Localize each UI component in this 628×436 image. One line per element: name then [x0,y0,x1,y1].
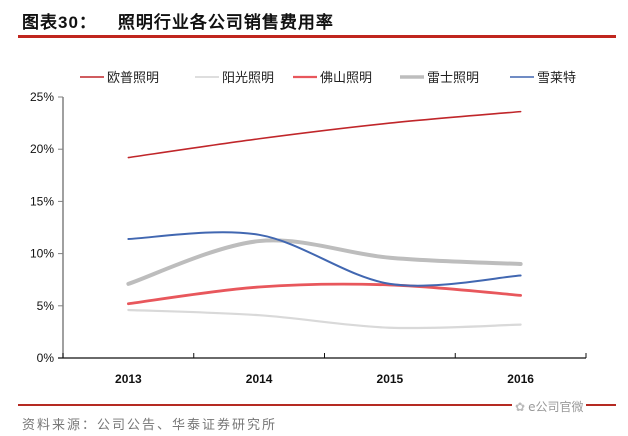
series-line-0 [127,110,522,159]
legend-label: 阳光照明 [222,71,274,86]
series-group [126,110,523,330]
series-line-4 [127,231,522,287]
legend-item: 佛山照明 [293,71,372,86]
legend-item: 阳光照明 [195,71,274,86]
chart-title: 照明行业各公司销售费用率 [117,13,334,33]
wechat-icon: ✿ [515,400,526,414]
watermark-text: e公司官微 [528,400,584,414]
figure-label: 图表30： [22,13,97,32]
series-line-2 [126,282,523,306]
source-note: 资料来源：公司公告、华泰证券研究所 [22,418,278,433]
x-tick-label: 2015 [377,372,404,386]
series-line-3 [126,238,523,286]
header-divider [18,35,616,38]
figure-title: 图表30： 照明行业各公司销售费用率 [22,8,334,33]
axes: 0% 5% 10% 15% 20% 25% 2013 2014 2015 2016 [30,90,587,386]
y-tick-label: 5% [37,299,55,313]
legend-label: 雷士照明 [427,71,479,86]
y-tick-label: 15% [30,194,54,208]
legend-label: 欧普照明 [107,71,159,86]
legend-item: 雪莱特 [510,71,576,86]
footer-divider [18,404,616,406]
y-tick-label: 20% [30,142,54,156]
legend: 欧普照明 阳光照明 佛山照明 雷士照明 雪莱特 [80,71,576,86]
legend-label: 雪莱特 [537,71,576,86]
y-tick-label: 10% [30,247,54,261]
y-tick-label: 25% [30,90,54,104]
legend-item: 欧普照明 [80,71,159,86]
y-tick-label: 0% [37,351,55,365]
x-tick-label: 2014 [246,372,273,386]
legend-label: 佛山照明 [320,71,372,86]
x-tick-label: 2013 [115,372,142,386]
legend-item: 雷士照明 [400,71,479,86]
x-tick-label: 2016 [507,372,534,386]
watermark: ✿ e公司官微 [512,398,587,415]
series-line-1 [127,308,522,330]
